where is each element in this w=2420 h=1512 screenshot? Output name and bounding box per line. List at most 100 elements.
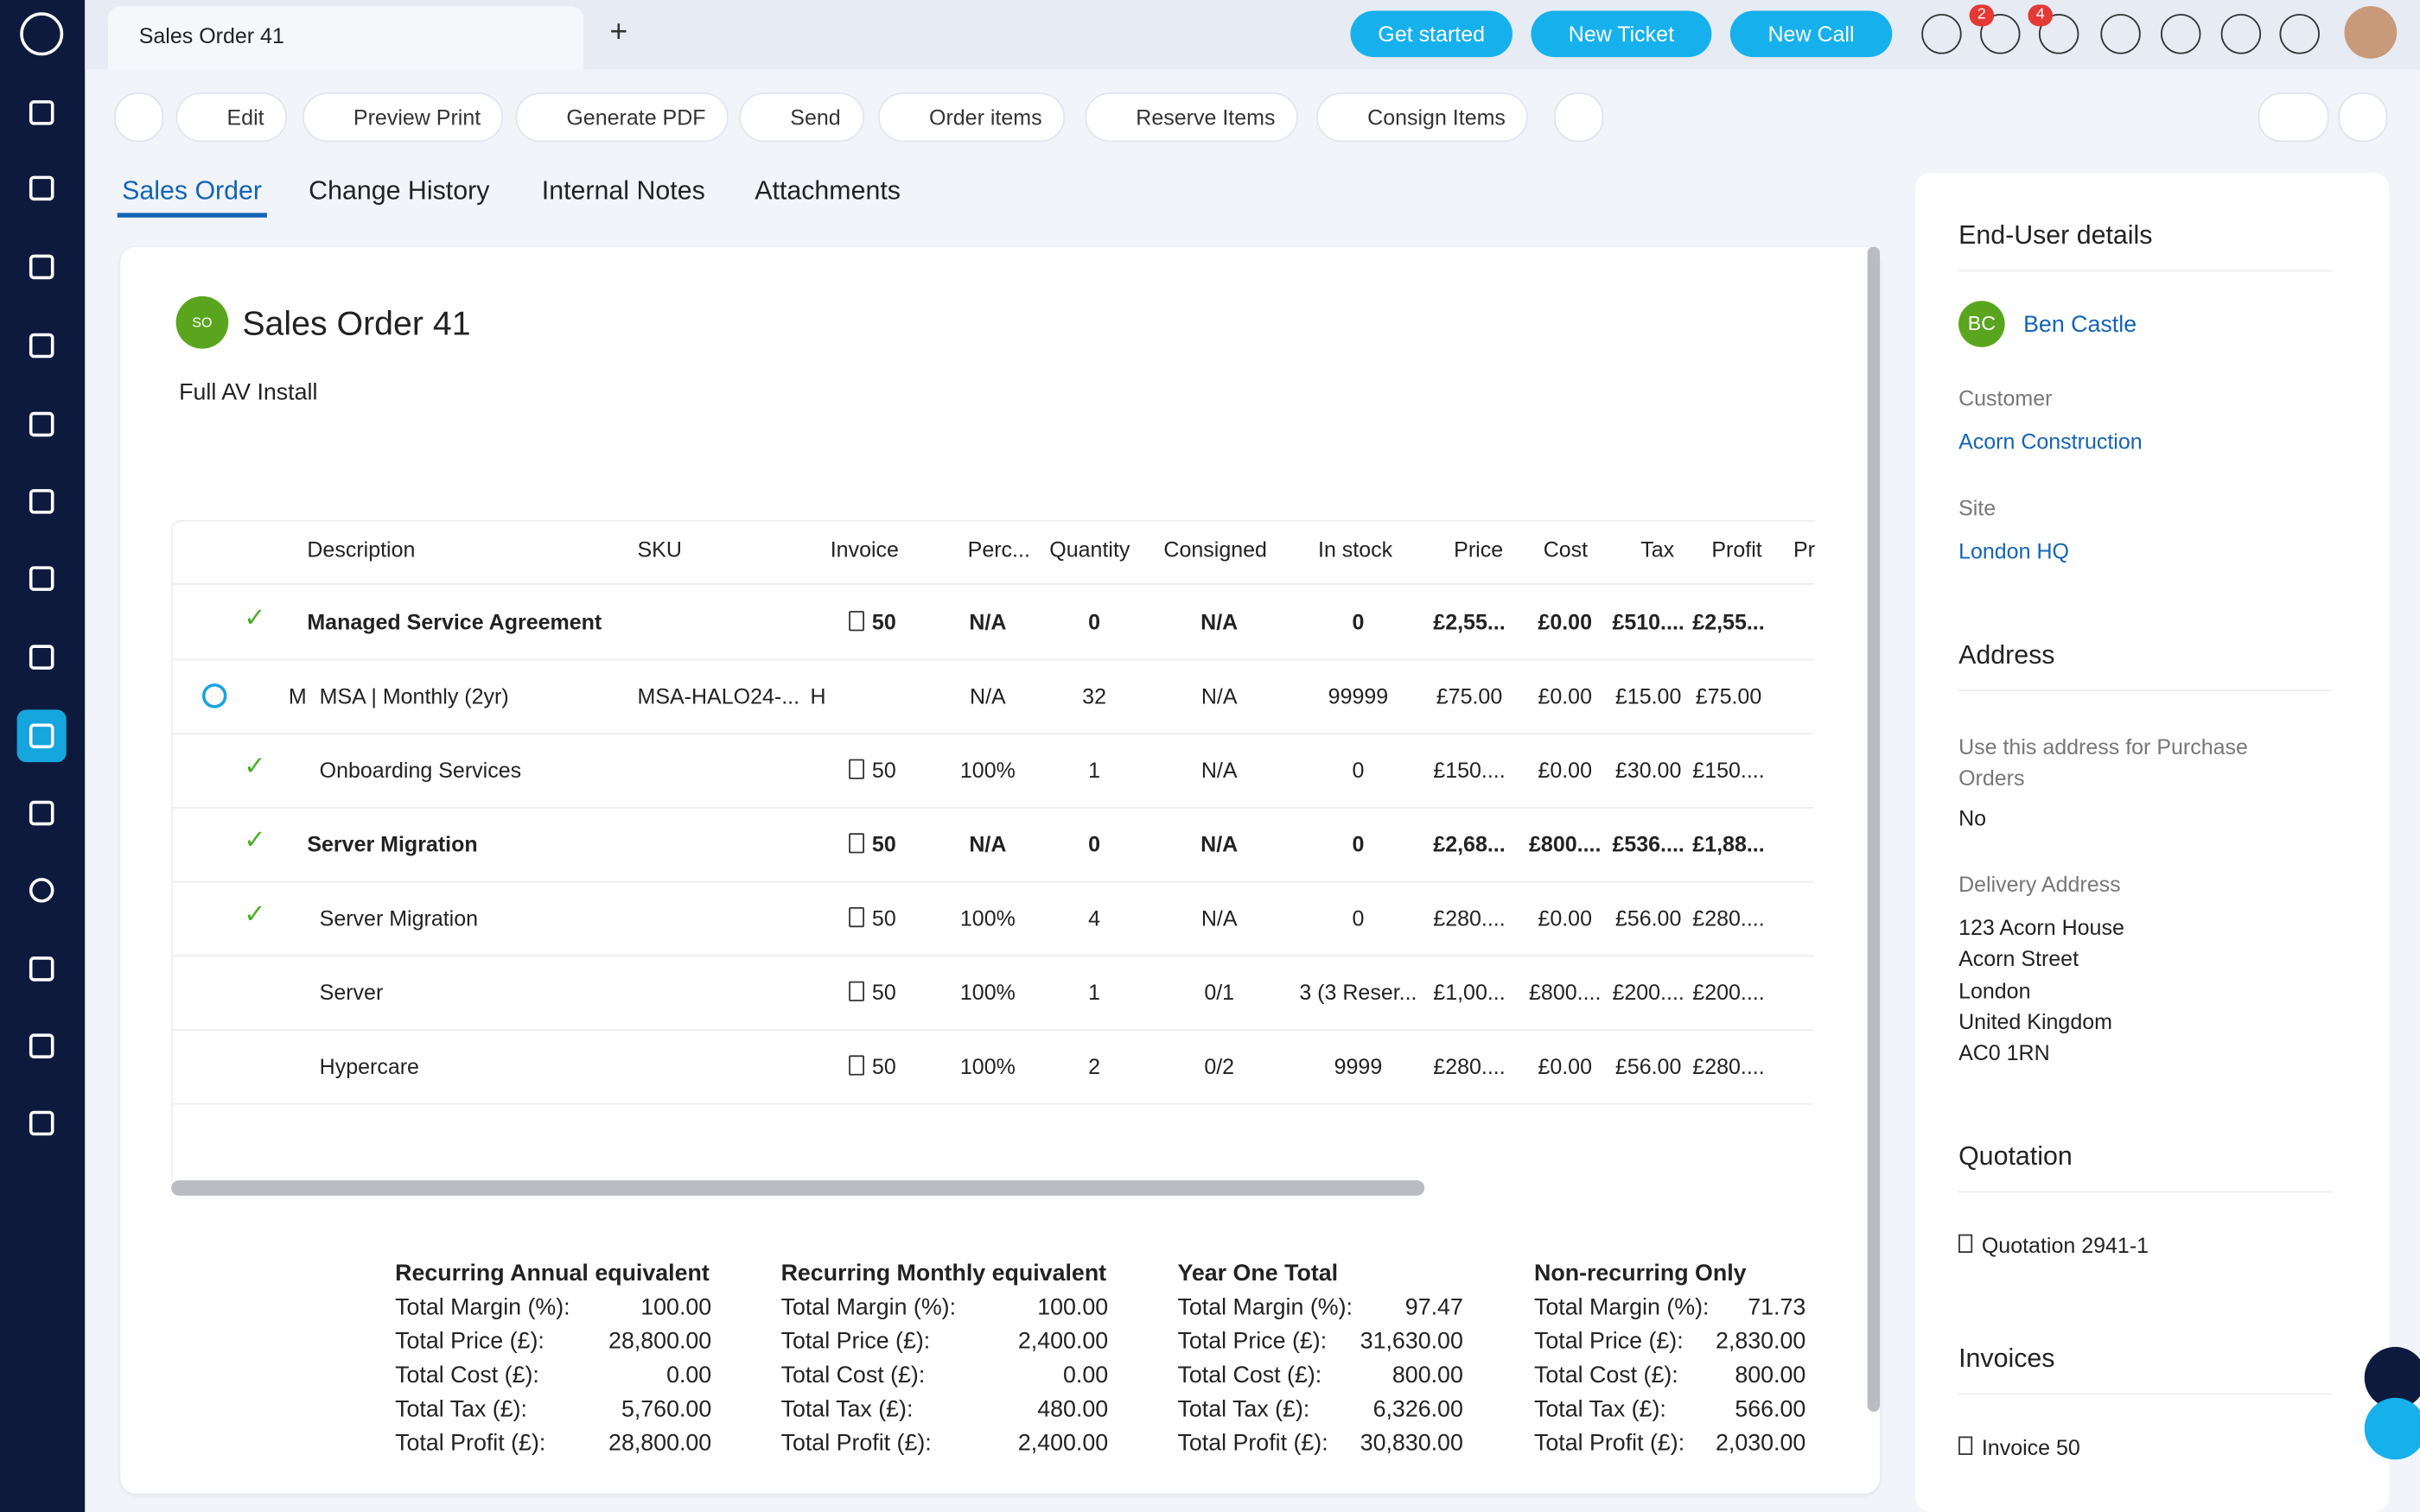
row-line [171,806,1814,809]
header-icon[interactable] [2220,14,2262,54]
section-tab[interactable]: Internal Notes [541,175,705,206]
summary-value: 800.00 [1735,1362,1806,1389]
summary-label: Total Margin (%): [1177,1294,1353,1321]
section-tab[interactable]: Change History [309,175,490,206]
more-button[interactable] [1554,92,1604,143]
row-sku: MSA-HALO24-... [637,683,800,708]
row-line [171,1102,1814,1105]
header-line [171,582,1814,585]
invoice-link[interactable]: Invoice 50 [1981,1434,2080,1460]
customer-link[interactable]: Acorn Construction [1958,429,2143,454]
address-line: United Kingdom [1958,1008,2112,1034]
field-label: Customer [1958,385,2053,410]
nav-icon[interactable] [29,100,54,125]
toolbar-button[interactable]: Reserve Items [1085,92,1299,143]
summary-value: 6,326.00 [1372,1396,1463,1423]
toolbar-button[interactable]: Consign Items [1316,92,1529,143]
summary-value: 28,800.00 [608,1430,712,1457]
nav-icon[interactable] [29,956,54,982]
tab-title: Sales Order 41 [138,22,284,48]
header-icon[interactable] [2038,14,2079,54]
summary-label: Total Cost (£): [395,1362,539,1389]
row-in-stock: 0 [1352,609,1365,634]
quotation-link[interactable]: Quotation 2941-1 [1981,1232,2149,1258]
row-in-stock: 0 [1352,831,1365,857]
toolbar-button[interactable]: Generate PDF [515,92,729,143]
column-header: Description [307,537,416,562]
summary-value: 566.00 [1735,1396,1806,1423]
column-header: Perc... [967,537,1030,562]
row-perc: 100% [959,757,1016,783]
h-scrollbar[interactable] [171,1180,1425,1196]
row-quantity: 1 [1088,979,1101,1005]
summary-label: Total Margin (%): [1533,1294,1710,1321]
invoice-icon [849,759,864,779]
summary-value: 30,830.00 [1360,1430,1463,1457]
header-icon[interactable] [2160,14,2201,54]
toolbar-button[interactable]: Preview Print [302,92,504,143]
nav-icon[interactable] [29,1033,54,1058]
header-button[interactable]: New Call [1729,10,1893,58]
back-button[interactable] [114,92,164,143]
row-price: £1,00... [1433,979,1506,1005]
field-label: Site [1958,495,1996,520]
header-button[interactable]: New Ticket [1531,10,1712,58]
summary-title: Year One Total [1177,1260,1339,1287]
header-icon[interactable] [2279,14,2320,54]
row-consigned: N/A [1200,757,1238,783]
header-icon[interactable] [2100,14,2141,54]
nav-icon[interactable] [29,333,54,359]
row-consigned: N/A [1200,609,1239,634]
header-icon[interactable] [1980,14,2021,54]
invoice-icon [849,1055,864,1076]
header-button[interactable]: Get started [1350,10,1512,58]
row-quantity: 2 [1088,1053,1101,1079]
user-avatar[interactable] [2344,6,2398,59]
summary-label: Total Price (£): [395,1328,544,1355]
row-profit: £280.... [1692,1053,1765,1079]
header-icon[interactable] [1921,14,1962,54]
toolbar-button[interactable]: Send [739,92,864,143]
assistant-button[interactable] [2364,1397,2420,1460]
sync-icon [201,683,227,708]
nav-icon[interactable] [29,489,54,514]
nav-icon[interactable] [29,723,54,749]
site-link[interactable]: London HQ [1958,538,2069,563]
scrollbar[interactable] [1867,246,1880,1412]
row-invoice: 50 [871,979,896,1005]
nav-icon[interactable] [20,12,64,56]
nav-active[interactable] [16,709,67,763]
column-header: Invoice [830,537,899,562]
nav-icon[interactable] [29,878,54,903]
nav-icon[interactable] [29,175,54,201]
browser-tab[interactable] [107,6,583,70]
section-tab[interactable]: Sales Order [122,175,263,206]
nav-icon[interactable] [29,800,54,826]
field-label: Use this address for Purchase Orders [1958,734,2248,791]
section-tab[interactable]: Attachments [755,175,901,206]
nav-icon[interactable] [29,254,54,280]
row-perc: 100% [959,979,1016,1005]
popout-button[interactable] [2338,92,2388,143]
toolbar-button[interactable]: Order items [878,92,1066,143]
toolbar-button[interactable]: Edit [175,92,288,143]
field-value: No [1958,805,1987,830]
row-prefix: M [288,683,307,708]
row-in-stock: 3 (3 Reser... [1299,979,1417,1005]
nav-icon[interactable] [29,645,54,670]
summary-value: 97.47 [1404,1294,1463,1321]
nav-arrows[interactable] [2258,92,2329,143]
nav-icon[interactable] [29,1110,54,1136]
summary-label: Total Profit (£): [1177,1430,1328,1457]
row-cost: £800.... [1529,979,1602,1005]
check-icon: ✓ [244,825,266,855]
row-in-stock: 99999 [1328,683,1389,708]
nav-icon[interactable] [29,411,54,437]
summary-title: Recurring Monthly equivalent [780,1260,1107,1287]
column-header: Consigned [1163,537,1267,562]
summary-value: 2,400.00 [1017,1328,1109,1355]
nav-icon[interactable] [29,566,54,591]
user-link[interactable]: Ben Castle [2023,311,2137,339]
new-tab-button[interactable]: + [609,15,628,50]
row-invoice: 50 [871,609,896,634]
